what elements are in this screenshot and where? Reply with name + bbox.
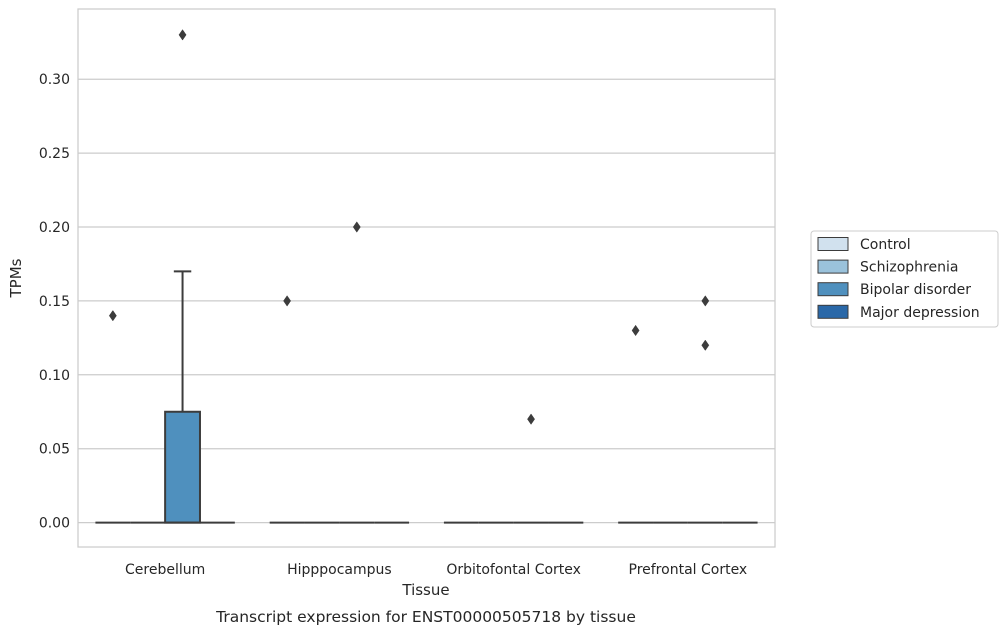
- box-group: [618, 324, 654, 524]
- x-tick-labels: Cerebellum Hipppocampus Orbitofontal Corte…: [125, 562, 747, 578]
- legend-label: Major depression: [860, 305, 980, 321]
- x-axis-label: Tissue: [401, 581, 449, 599]
- legend-item: Schizophrenia: [817, 259, 958, 276]
- legend-item: Major depression: [817, 304, 980, 321]
- plot-frame: [77, 8, 776, 548]
- y-tick-label: 0.25: [39, 146, 70, 162]
- x-tick-label: Hipppocampus: [287, 562, 392, 578]
- x-tick-label: Prefrontal Cortex: [629, 562, 748, 578]
- legend-swatch: [817, 259, 849, 274]
- outlier-point: [701, 339, 710, 351]
- legend-label: Schizophrenia: [860, 260, 958, 276]
- boxes: [95, 29, 758, 524]
- y-tick-label: 0.30: [39, 72, 70, 88]
- box-group: [513, 413, 549, 524]
- legend: Control Schizophrenia Bipolar disorder Majo…: [810, 230, 999, 328]
- legend-label: Control: [860, 237, 911, 253]
- outlier-point: [178, 29, 187, 41]
- y-tick-label: 0.15: [39, 294, 70, 310]
- outlier-point: [701, 295, 710, 307]
- legend-swatch: [817, 237, 849, 251]
- outlier-point: [108, 310, 117, 322]
- box-group: [164, 29, 201, 524]
- outlier-point: [527, 413, 535, 425]
- box: [164, 410, 201, 524]
- x-tick-label: Cerebellum: [125, 562, 205, 578]
- x-tick-label: Orbitofontal Cortex: [446, 562, 581, 578]
- legend-swatch: [817, 282, 849, 297]
- outlier-point: [283, 295, 292, 307]
- y-axis-label: TPMs: [7, 258, 25, 298]
- legend-frame: [810, 230, 999, 328]
- legend-item: Bipolar disorder: [817, 282, 971, 298]
- box-group: [687, 295, 723, 524]
- outlier-point: [631, 324, 640, 337]
- legend-swatch: [817, 304, 849, 319]
- y-tick-label: 0.20: [39, 220, 70, 236]
- y-tick-labels: 0.00 0.05 0.10 0.15 0.20 0.25 0.30: [39, 72, 70, 531]
- legend-item: Control: [817, 237, 911, 253]
- y-tick-label: 0.00: [39, 516, 70, 532]
- y-tick-label: 0.10: [39, 368, 70, 384]
- outlier-point: [352, 221, 361, 233]
- y-tick-label: 0.05: [39, 442, 70, 458]
- legend-label: Bipolar disorder: [860, 282, 971, 298]
- box-group: [95, 310, 131, 524]
- box-group: [269, 295, 305, 524]
- box-group: [339, 221, 375, 524]
- chart-caption: Transcript expression for ENST0000050571…: [215, 608, 636, 626]
